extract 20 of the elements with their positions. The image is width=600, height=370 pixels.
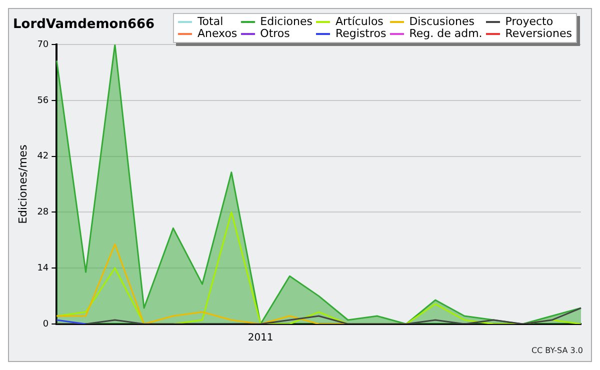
- y-tick-label: 0: [42, 319, 49, 330]
- legend-label: Artículos: [335, 15, 384, 28]
- y-tick-label: 70: [37, 40, 49, 50]
- legend-label: Reg. de adm.: [409, 27, 482, 40]
- legend-label: Total: [197, 15, 224, 28]
- text: CC BY-SA 3.0: [531, 346, 583, 355]
- legend-label: Otros: [260, 27, 290, 40]
- legend-label: Anexos: [197, 27, 238, 40]
- y-tick-label: 14: [37, 263, 49, 274]
- y-tick-label: 56: [37, 96, 49, 106]
- x-tick-label: 2011: [248, 332, 274, 344]
- legend-label: Registros: [335, 27, 386, 40]
- y-tick-label: 28: [37, 208, 49, 218]
- y-tick-label: 42: [37, 152, 49, 162]
- legend-label: Ediciones: [260, 15, 312, 28]
- legend-label: Reversiones: [505, 27, 572, 40]
- legend-label: Proyecto: [505, 15, 554, 28]
- chart-title: LordVamdemon666: [13, 17, 155, 32]
- legend-label: Discusiones: [409, 15, 474, 28]
- y-axis-title: Ediciones/mes: [16, 144, 30, 224]
